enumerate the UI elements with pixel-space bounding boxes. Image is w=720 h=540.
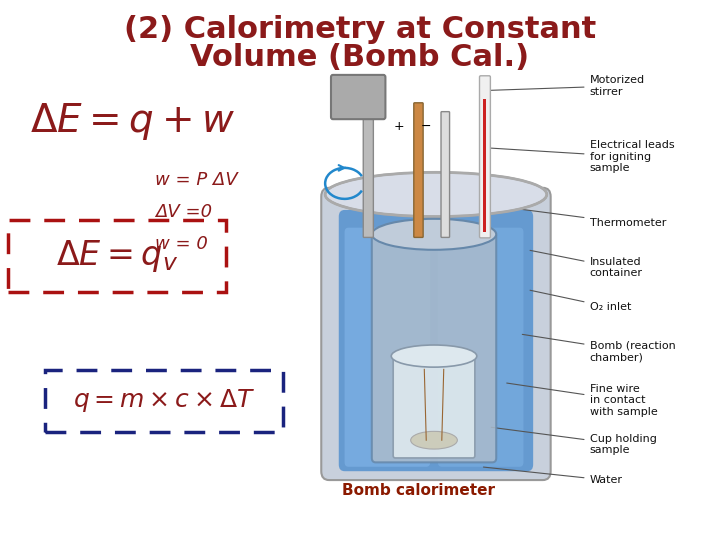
Bar — [8, 220, 226, 292]
FancyBboxPatch shape — [438, 228, 523, 467]
Text: −: − — [421, 120, 431, 133]
Text: Bomb (reaction
chamber): Bomb (reaction chamber) — [522, 334, 675, 362]
Text: w = 0: w = 0 — [155, 235, 208, 253]
Text: $q = m \times c \times \Delta T$: $q = m \times c \times \Delta T$ — [73, 388, 255, 415]
FancyBboxPatch shape — [441, 112, 449, 238]
FancyBboxPatch shape — [345, 228, 430, 467]
FancyBboxPatch shape — [480, 76, 490, 238]
Text: $\Delta E = q_v$: $\Delta E = q_v$ — [56, 238, 178, 274]
Text: Insulated
container: Insulated container — [530, 251, 642, 278]
Text: Motorized
stirrer: Motorized stirrer — [491, 75, 644, 97]
FancyBboxPatch shape — [483, 99, 486, 232]
Bar — [45, 370, 283, 432]
Text: $\Delta E = q + w$: $\Delta E = q + w$ — [30, 102, 235, 143]
Text: Electrical leads
for igniting
sample: Electrical leads for igniting sample — [491, 140, 674, 173]
Text: +: + — [394, 120, 405, 133]
Ellipse shape — [391, 345, 477, 367]
FancyBboxPatch shape — [364, 103, 374, 238]
Ellipse shape — [325, 172, 546, 217]
Text: Bomb calorimeter: Bomb calorimeter — [342, 483, 495, 498]
FancyBboxPatch shape — [372, 232, 496, 462]
FancyBboxPatch shape — [331, 75, 385, 119]
Text: Volume (Bomb Cal.): Volume (Bomb Cal.) — [190, 44, 530, 72]
Text: w = P ΔV: w = P ΔV — [155, 171, 238, 189]
FancyBboxPatch shape — [339, 210, 533, 471]
FancyBboxPatch shape — [393, 356, 475, 458]
Text: Cup holding
sample: Cup holding sample — [491, 427, 657, 455]
FancyBboxPatch shape — [321, 188, 551, 480]
Text: (2) Calorimetry at Constant: (2) Calorimetry at Constant — [124, 16, 596, 44]
Ellipse shape — [410, 431, 457, 449]
Ellipse shape — [372, 219, 496, 250]
Text: Thermometer: Thermometer — [495, 206, 666, 228]
Text: O₂ inlet: O₂ inlet — [530, 290, 631, 312]
Text: Water: Water — [483, 467, 623, 485]
Text: Fine wire
in contact
with sample: Fine wire in contact with sample — [507, 383, 657, 417]
Text: ΔV =0: ΔV =0 — [155, 203, 212, 221]
FancyBboxPatch shape — [414, 103, 423, 238]
